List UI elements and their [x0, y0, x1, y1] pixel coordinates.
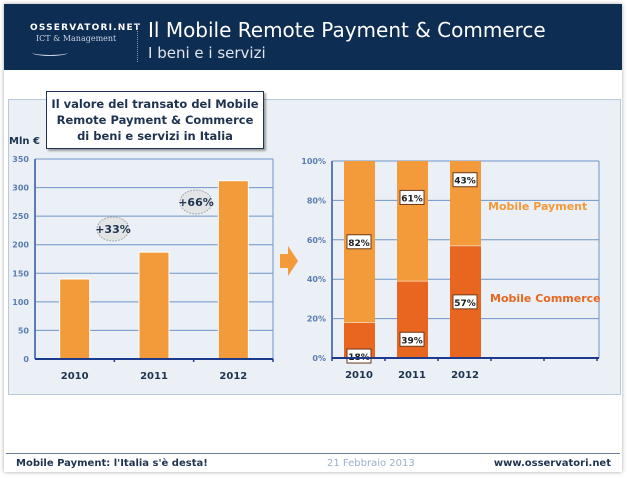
- slide-title: Il Mobile Remote Payment & Commerce: [148, 18, 546, 42]
- logo-swoosh-icon: [32, 49, 68, 56]
- data-label-box: [452, 294, 478, 310]
- y-tick-label: 100: [12, 298, 29, 307]
- data-label-box: [452, 172, 478, 188]
- x-tick-label: 2012: [451, 370, 479, 381]
- y-tick-label: 40%: [307, 275, 326, 284]
- bar-segment-payment-2011: [397, 161, 428, 282]
- data-label: 43%: [454, 177, 476, 187]
- legend-mobile-commerce: Mobile Commerce: [490, 292, 601, 305]
- data-label: 57%: [454, 299, 476, 309]
- data-label-box: [399, 331, 425, 347]
- callout-line: Il valore del transato del Mobile: [51, 97, 259, 111]
- arrow-right-icon: [280, 246, 298, 276]
- growth-badge: [96, 216, 130, 242]
- x-tick-label: 2011: [140, 371, 168, 382]
- y-tick-label: 50: [18, 326, 30, 335]
- footer-title: Mobile Payment: l'Italia s'è desta!: [16, 458, 208, 469]
- y-tick-label: 100%: [301, 157, 326, 166]
- y-tick-label: 350: [12, 155, 29, 164]
- data-label: 61%: [401, 194, 423, 204]
- y-tick-label: 250: [12, 212, 29, 221]
- growth-label: +66%: [178, 196, 214, 209]
- x-tick-label: 2012: [219, 371, 247, 382]
- logo-text: OSSERVATORI.NET: [30, 23, 142, 33]
- data-label-box: [399, 189, 425, 205]
- y-tick-label: 0: [23, 355, 29, 364]
- y-tick-label: 20%: [307, 315, 326, 324]
- logo-tagline: ICT & Management: [36, 34, 117, 43]
- x-tick-label: 2011: [398, 370, 426, 381]
- footer-date: 21 Febbraio 2013: [327, 458, 415, 469]
- callout-line: di beni e servizi in Italia: [77, 129, 233, 143]
- y-tick-label: 150: [12, 269, 29, 278]
- growth-badge: [179, 189, 213, 215]
- bar-2012: [217, 180, 249, 360]
- footer-divider: [6, 453, 620, 454]
- y-tick-label: 300: [12, 184, 29, 193]
- growth-label: +33%: [95, 223, 131, 236]
- data-label: 82%: [348, 239, 370, 249]
- data-label-box: [346, 348, 372, 364]
- footer-website: www.osservatori.net: [493, 458, 611, 469]
- y-tick-label: 0%: [312, 354, 326, 363]
- chart-callout: Il valore del transato del Mobile Remote…: [46, 91, 264, 149]
- bar-2011: [138, 251, 170, 360]
- callout-line: Remote Payment & Commerce: [56, 113, 254, 127]
- legend-mobile-payment: Mobile Payment: [488, 200, 587, 213]
- y-tick-label: 60%: [307, 236, 326, 245]
- slide-header: OSSERVATORI.NET ICT & Management Il Mobi…: [4, 4, 622, 70]
- header-divider: [137, 24, 138, 62]
- y-axis-unit-label: Mln €: [9, 136, 40, 147]
- bar-2010: [59, 278, 91, 360]
- y-tick-label: 80%: [307, 196, 326, 205]
- data-label-box: [346, 234, 372, 250]
- x-tick-label: 2010: [61, 371, 89, 382]
- slide-subtitle: I beni e i servizi: [148, 44, 266, 62]
- data-label: 39%: [401, 336, 423, 346]
- x-tick-label: 2010: [345, 370, 373, 381]
- y-tick-label: 200: [12, 241, 29, 250]
